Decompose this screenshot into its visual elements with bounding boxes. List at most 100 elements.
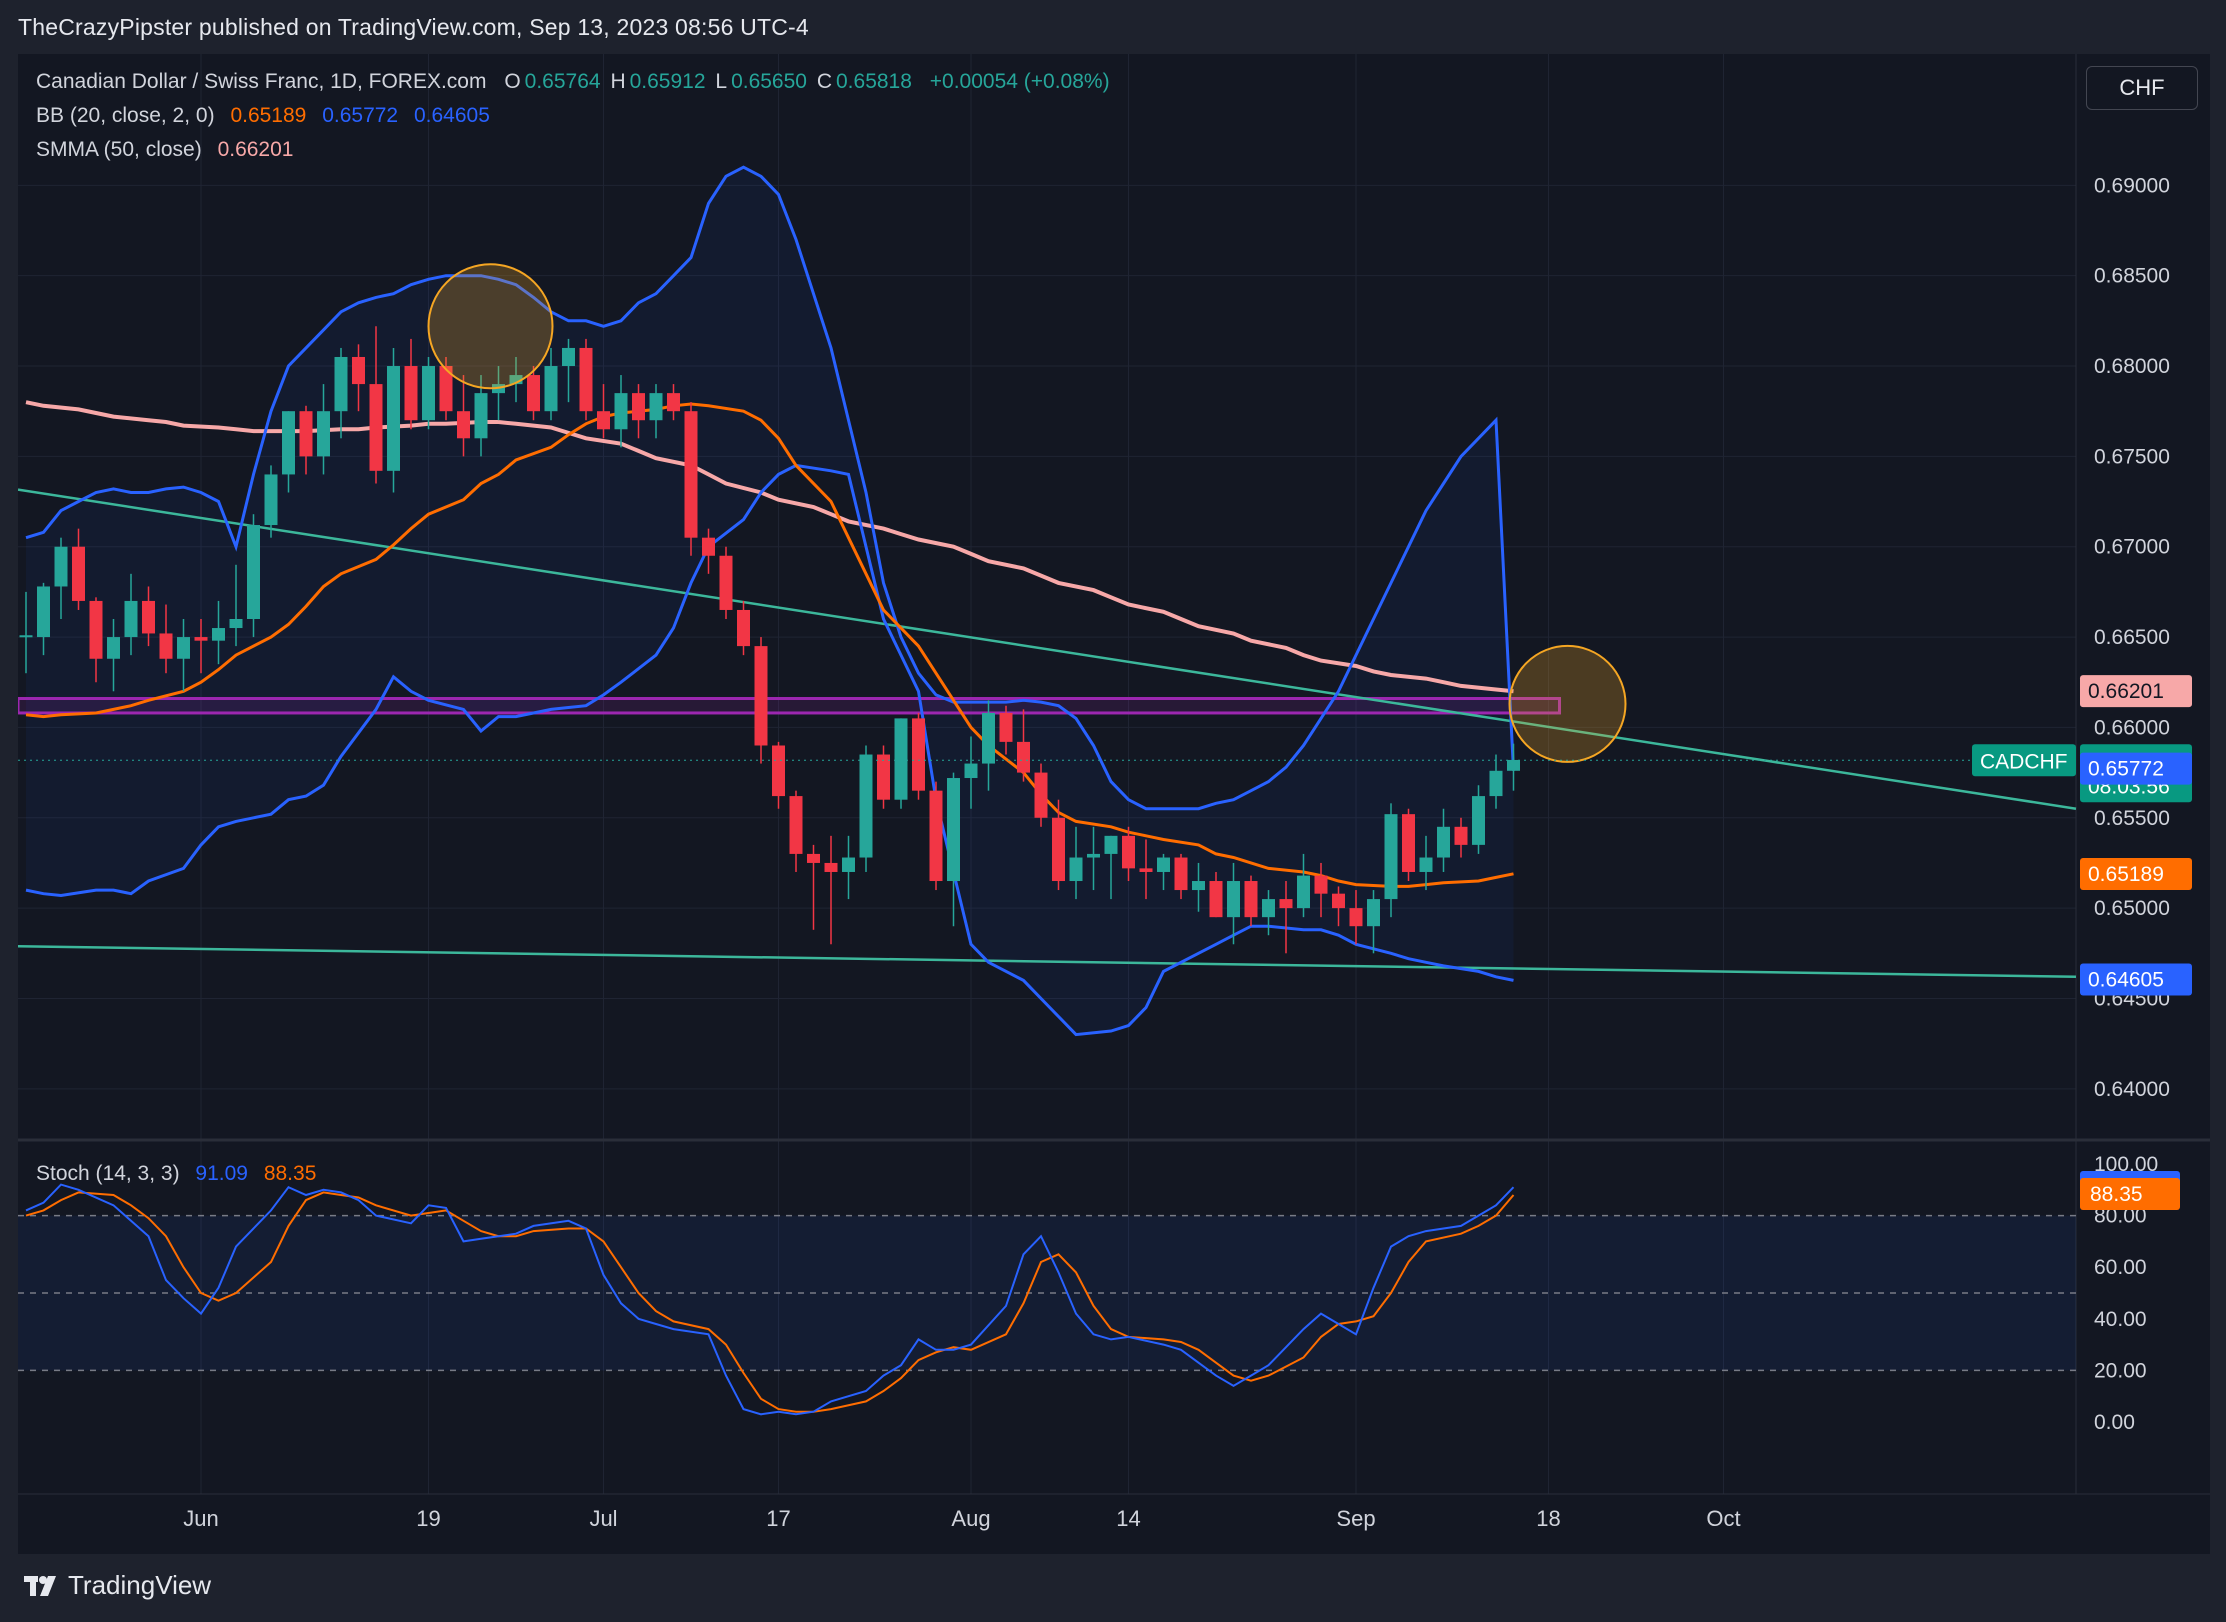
candle-body (894, 718, 908, 800)
legend-main-row: Canadian Dollar / Swiss Franc, 1D, FOREX… (36, 70, 1114, 94)
candle-body (702, 537, 715, 556)
candle-body (1052, 817, 1065, 882)
time-tick-label: Jul (589, 1506, 617, 1531)
time-tick-label: Jun (183, 1506, 218, 1531)
legend-smma-label: SMMA (50, close) (36, 138, 202, 161)
candle-body (982, 712, 995, 764)
candle-body (212, 628, 225, 641)
legend-smma-row[interactable]: SMMA (50, close) 0.66201 (36, 138, 297, 162)
supply-demand-zone (16, 697, 1561, 715)
candle-body (1087, 853, 1100, 858)
candle-body (37, 586, 50, 638)
candle-body (54, 546, 68, 587)
candle-body (1139, 868, 1153, 872)
candle-body (387, 366, 400, 471)
candle-body (299, 411, 313, 457)
candle-body (474, 393, 488, 439)
candle-body (1262, 899, 1275, 918)
candle-body (1069, 857, 1083, 882)
chart-area[interactable]: 0.69000 0.68500 0.68000 0.67500 0.67000 0.665… (16, 54, 2210, 1554)
candle-body (229, 619, 243, 629)
tradingview-footer[interactable]: TradingView (24, 1570, 211, 1601)
candle-body (194, 637, 208, 641)
candle-body (1472, 796, 1485, 845)
candle-body (107, 637, 120, 659)
time-tick-label: 14 (1116, 1506, 1140, 1531)
legend-stoch-d: 88.35 (263, 1162, 317, 1185)
highlight-circle (1508, 644, 1627, 763)
legend-high: 0.65912 (629, 70, 706, 93)
legend-stoch-row[interactable]: Stoch (14, 3, 3) 91.09 88.35 (36, 1162, 320, 1186)
candle-body (614, 393, 628, 430)
price-label-box (2080, 752, 2192, 785)
bb-basis-line (25, 402, 1514, 888)
candle-body (527, 375, 540, 412)
candle-body (247, 525, 260, 619)
bb-upper-line (25, 165, 1515, 811)
candle-body (1157, 857, 1170, 872)
legend-bb-row[interactable]: BB (20, close, 2, 0) 0.65189 0.65772 0.6… (36, 104, 494, 128)
candle-body (1489, 770, 1503, 797)
legend-open: 0.65764 (524, 70, 601, 93)
bb-lower-line (25, 463, 1514, 1037)
candle-body (142, 600, 155, 634)
candle-body (124, 600, 138, 638)
candle-body (1209, 881, 1223, 918)
candle-body (89, 600, 103, 659)
candle-body (1017, 741, 1030, 773)
stoch-value-label: 88.35 (2090, 1183, 2143, 1206)
candle-body (842, 857, 855, 872)
time-tick-label: Oct (1706, 1506, 1740, 1531)
legend-smma-value: 0.66201 (217, 138, 294, 161)
legend-close: 0.65818 (836, 70, 912, 93)
price-label-text: 0.65772 (2088, 758, 2164, 781)
candle-body (737, 609, 750, 647)
legend-bb-basis: 0.65189 (230, 104, 307, 127)
candle-body (1192, 881, 1205, 891)
candle-body (1122, 835, 1135, 869)
price-tick-label: 0.69000 (2094, 174, 2170, 197)
candle-body (789, 796, 803, 854)
stoch-tick-label: 20.00 (2094, 1359, 2147, 1382)
price-label-text: 0.64605 (2088, 969, 2164, 992)
candle-body (72, 546, 85, 601)
legend-change: +0.00054 (+0.08%) (929, 70, 1110, 93)
brand-name: TradingView (68, 1570, 212, 1600)
candle-body (684, 411, 698, 538)
price-tick-label: 0.64000 (2094, 1078, 2170, 1101)
symbol-label: CADCHF (1980, 750, 2068, 773)
legend-low: 0.65650 (731, 70, 807, 93)
candle-body (159, 633, 173, 659)
candle-body (439, 366, 453, 412)
price-tick-label: 0.67000 (2094, 536, 2170, 559)
price-tick-label: 0.68000 (2094, 355, 2170, 378)
time-tick-label: Aug (951, 1506, 990, 1531)
candle-body (1507, 759, 1520, 771)
price-tick-label: 0.68500 (2094, 265, 2170, 288)
candle-body (1297, 875, 1310, 909)
legend-stoch-k: 91.09 (195, 1162, 248, 1185)
candle-body (457, 411, 470, 439)
legend-symbol[interactable]: Canadian Dollar / Swiss Franc, 1D, FOREX… (36, 70, 487, 93)
candle-body (1349, 908, 1363, 927)
candle-body (807, 853, 820, 863)
candle-body (1174, 857, 1188, 891)
candle-body (264, 474, 278, 526)
currency-button[interactable]: CHF (2086, 66, 2198, 110)
candle-body (999, 712, 1013, 742)
candle-body (754, 646, 768, 746)
time-tick-label: 19 (416, 1506, 440, 1531)
candle-body (579, 347, 593, 412)
candle-body (1244, 881, 1258, 918)
stoch-band-fill (18, 1215, 2076, 1371)
chart-canvas[interactable]: 0.69000 0.68500 0.68000 0.67500 0.67000 0.665… (16, 54, 2210, 1554)
candle-body (19, 635, 33, 638)
candle-body (1384, 814, 1398, 900)
candle-body (404, 366, 418, 421)
candle-body (1227, 881, 1240, 918)
tradingview-logo-icon (24, 1575, 56, 1596)
price-label-text: 0.65189 (2088, 863, 2164, 886)
candle-body (1279, 899, 1293, 909)
candle-body (544, 366, 558, 412)
legend-close-label: C (816, 70, 832, 93)
